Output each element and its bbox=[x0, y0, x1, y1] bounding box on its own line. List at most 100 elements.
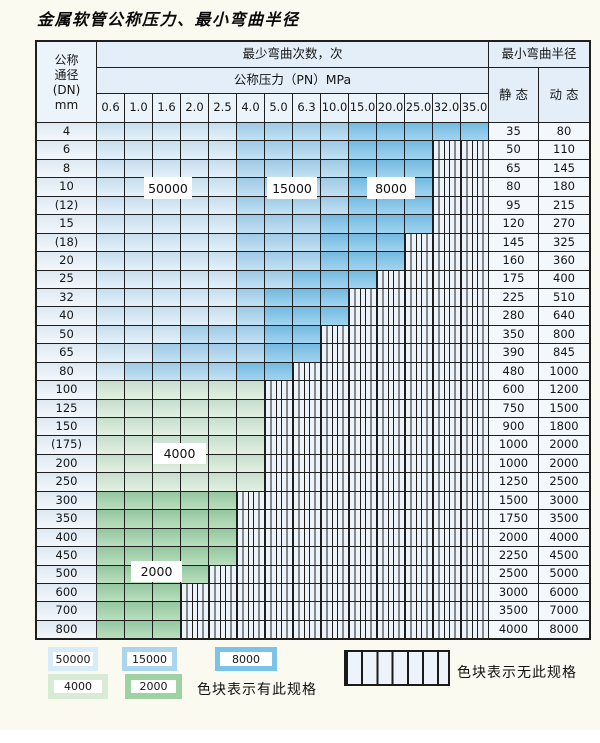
spec-cell-4000 bbox=[209, 399, 236, 417]
spec-cell-4000 bbox=[237, 473, 264, 491]
no-spec-cell bbox=[377, 288, 404, 307]
pressure-value-header: 2.0 bbox=[181, 94, 208, 122]
spec-cell-15000 bbox=[265, 123, 292, 141]
pressure-value-header: 1.0 bbox=[125, 94, 152, 122]
spec-cell-8000 bbox=[405, 123, 432, 141]
dn-cell: 125 bbox=[37, 399, 96, 417]
spec-cell-4000 bbox=[153, 399, 180, 417]
spec-cell-50000 bbox=[153, 252, 180, 270]
spec-cell-50000 bbox=[181, 196, 208, 215]
spec-cell-8000 bbox=[321, 307, 348, 325]
no-spec-cell bbox=[321, 602, 348, 620]
dn-cell: 800 bbox=[37, 620, 96, 639]
static-radius-cell: 2500 bbox=[489, 565, 538, 583]
spec-cell-2000 bbox=[153, 547, 180, 565]
no-spec-cell bbox=[209, 565, 236, 583]
no-spec-cell bbox=[433, 620, 460, 639]
static-radius-cell: 390 bbox=[489, 344, 538, 362]
no-spec-cell bbox=[377, 491, 404, 510]
no-spec-cell bbox=[433, 473, 460, 491]
no-spec-cell bbox=[265, 399, 292, 417]
spec-cell-2000 bbox=[181, 528, 208, 547]
spec-cell-8000 bbox=[377, 233, 404, 252]
static-radius-cell: 50 bbox=[489, 141, 538, 159]
spec-cell-15000 bbox=[181, 325, 208, 344]
spec-cell-4000 bbox=[125, 418, 152, 436]
spec-cell-15000 bbox=[293, 252, 320, 270]
no-spec-cell bbox=[321, 454, 348, 473]
no-spec-cell bbox=[237, 620, 264, 639]
spec-cell-15000 bbox=[321, 159, 348, 178]
no-spec-cell bbox=[293, 473, 320, 491]
spec-cell-8000 bbox=[321, 215, 348, 233]
no-spec-cell bbox=[349, 547, 376, 565]
static-radius-cell: 1750 bbox=[489, 510, 538, 528]
dn-cell: (175) bbox=[37, 436, 96, 454]
static-radius-cell: 175 bbox=[489, 270, 538, 288]
no-spec-cell bbox=[293, 583, 320, 602]
dynamic-radius-cell: 1200 bbox=[539, 381, 589, 399]
static-radius-cell: 120 bbox=[489, 215, 538, 233]
no-spec-cell bbox=[377, 270, 404, 288]
no-spec-cell bbox=[265, 547, 292, 565]
legend-hatch-swatch bbox=[344, 650, 450, 686]
dynamic-radius-cell: 80 bbox=[539, 123, 589, 141]
spec-cell-50000 bbox=[181, 215, 208, 233]
spec-cell-50000 bbox=[97, 344, 124, 362]
spec-cell-2000 bbox=[181, 547, 208, 565]
no-spec-cell bbox=[377, 344, 404, 362]
spec-cell-15000 bbox=[237, 252, 264, 270]
no-spec-cell bbox=[321, 362, 348, 381]
dn-cell: 700 bbox=[37, 602, 96, 620]
no-spec-cell bbox=[265, 565, 292, 583]
no-spec-cell bbox=[349, 620, 376, 639]
no-spec-cell bbox=[293, 418, 320, 436]
spec-cell-50000 bbox=[125, 215, 152, 233]
spec-cell-2000 bbox=[125, 602, 152, 620]
dn-cell: 500 bbox=[37, 565, 96, 583]
no-spec-cell bbox=[349, 344, 376, 362]
no-spec-cell bbox=[405, 473, 432, 491]
no-spec-cell bbox=[433, 583, 460, 602]
no-spec-cell bbox=[433, 344, 460, 362]
no-spec-cell bbox=[265, 583, 292, 602]
spec-cell-50000 bbox=[97, 215, 124, 233]
spec-cell-15000 bbox=[237, 215, 264, 233]
spec-cell-8000 bbox=[377, 215, 404, 233]
no-spec-cell bbox=[349, 473, 376, 491]
spec-cell-50000 bbox=[97, 196, 124, 215]
spec-cell-15000 bbox=[125, 362, 152, 381]
spec-cell-8000 bbox=[349, 123, 376, 141]
no-spec-cell bbox=[293, 510, 320, 528]
dn-cell: 600 bbox=[37, 583, 96, 602]
no-spec-cell bbox=[265, 436, 292, 454]
spec-cell-50000 bbox=[125, 270, 152, 288]
pressure-value-header: 15.0 bbox=[349, 94, 376, 122]
dn-cell: (18) bbox=[37, 233, 96, 252]
spec-cell-2000 bbox=[209, 528, 236, 547]
dn-cell: 80 bbox=[37, 362, 96, 381]
spec-cell-4000 bbox=[237, 436, 264, 454]
spec-cell-50000 bbox=[209, 178, 236, 196]
spec-cell-50000 bbox=[153, 325, 180, 344]
no-spec-cell bbox=[181, 602, 208, 620]
spec-cell-15000 bbox=[181, 344, 208, 362]
spec-cell-50000 bbox=[97, 288, 124, 307]
spec-cell-50000 bbox=[181, 123, 208, 141]
nominal-pressure-header: 公称压力（PN）MPa bbox=[97, 68, 488, 93]
no-spec-cell bbox=[377, 362, 404, 381]
no-spec-cell bbox=[349, 491, 376, 510]
no-spec-cell bbox=[321, 381, 348, 399]
no-spec-cell bbox=[461, 344, 488, 362]
spec-cell-50000 bbox=[209, 141, 236, 159]
no-spec-cell bbox=[461, 307, 488, 325]
spec-cell-4000 bbox=[237, 418, 264, 436]
spec-cell-8000 bbox=[377, 123, 404, 141]
dynamic-radius-cell: 510 bbox=[539, 288, 589, 307]
pressure-value-header: 6.3 bbox=[293, 94, 320, 122]
no-spec-cell bbox=[377, 307, 404, 325]
no-spec-cell bbox=[293, 436, 320, 454]
no-spec-cell bbox=[293, 547, 320, 565]
spec-cell-4000 bbox=[237, 381, 264, 399]
dn-cell: 100 bbox=[37, 381, 96, 399]
